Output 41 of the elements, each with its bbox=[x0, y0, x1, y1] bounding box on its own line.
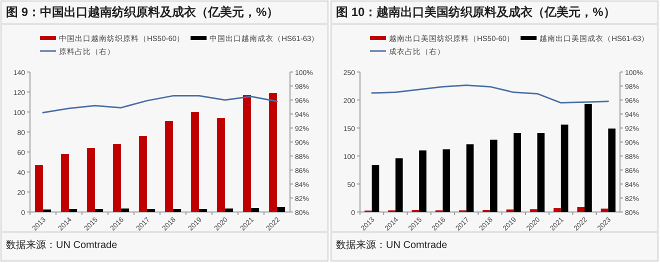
bar bbox=[121, 208, 130, 212]
bar bbox=[173, 209, 182, 212]
bar bbox=[242, 95, 251, 212]
bar bbox=[442, 149, 450, 212]
bar bbox=[112, 144, 121, 212]
bar bbox=[95, 209, 104, 212]
bar bbox=[490, 140, 498, 212]
bar bbox=[199, 209, 208, 212]
bar bbox=[190, 112, 199, 212]
bar bbox=[584, 104, 592, 212]
bar bbox=[138, 136, 147, 212]
bar bbox=[608, 128, 616, 212]
bar bbox=[372, 164, 380, 212]
source-note: 数据来源：UN Comtrade bbox=[6, 239, 118, 251]
bar bbox=[506, 209, 514, 212]
bar bbox=[554, 208, 561, 212]
bar bbox=[86, 148, 95, 212]
bar bbox=[395, 158, 403, 212]
chart-title: 图 10：越南出口美国纺织原料及成衣（亿美元，%） bbox=[336, 5, 616, 19]
bar bbox=[577, 206, 585, 212]
bar bbox=[34, 165, 43, 212]
line-series bbox=[42, 95, 278, 114]
chart-title: 图 9：中国出口越南纺织原料及成衣（亿美元，%） bbox=[6, 5, 279, 19]
bar bbox=[225, 208, 234, 212]
source-note: 数据来源：UN Comtrade bbox=[336, 239, 448, 251]
bar bbox=[251, 208, 260, 212]
bar bbox=[216, 118, 225, 212]
bar bbox=[164, 121, 173, 212]
bar bbox=[147, 209, 156, 212]
bar bbox=[277, 207, 286, 212]
bar bbox=[69, 209, 78, 212]
bar bbox=[419, 150, 426, 212]
bar bbox=[530, 209, 538, 212]
bar bbox=[466, 144, 474, 212]
line-series bbox=[371, 84, 609, 104]
bar bbox=[537, 133, 545, 212]
bar bbox=[600, 208, 608, 212]
bar bbox=[560, 124, 568, 212]
bar bbox=[60, 154, 69, 212]
bar bbox=[514, 133, 521, 212]
bar bbox=[268, 93, 277, 212]
